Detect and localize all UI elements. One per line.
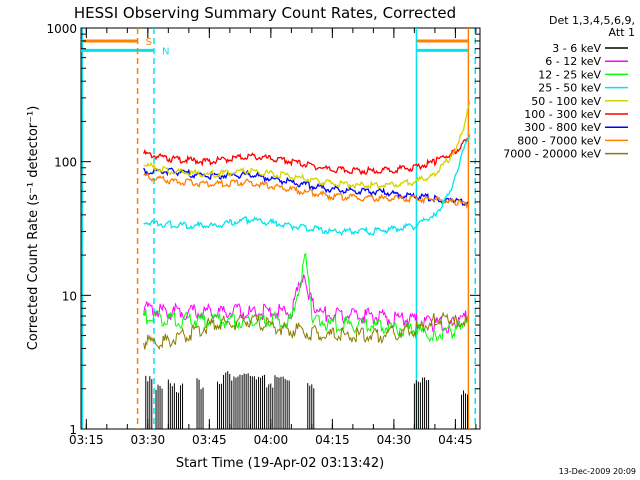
y-tick-label: 10 [62,289,77,303]
plot-area: SN 03:15 03:30 03:45 04:00 04:15 04:30 04:45 1 1… [46,22,481,447]
y-axis-label: Corrected Count Rate (s⁻¹ detector⁻¹) [26,106,41,351]
y-tick-label: 1000 [46,22,77,36]
x-tick-label: 04:30 [377,433,412,447]
legend-entry-800-7000-kev: 800 - 7000 keV [517,134,628,147]
series-line-800-7000-kev [143,172,469,210]
bursts-layer [145,371,469,429]
series-line-12-25-kev [143,252,469,343]
legend-header-line-1: Det 1,3,4,5,6,9, [549,14,635,27]
legend-entry-6-12-kev: 6 - 12 keV [545,55,628,68]
legend-label: 300 - 800 keV [524,121,601,134]
legend-label: 25 - 50 keV [538,82,601,95]
legend-entry-25-50-kev: 25 - 50 keV [538,82,628,95]
legend-entry-7000-20000-kev: 7000 - 20000 keV [503,148,628,161]
legend-entry-300-800-kev: 300 - 800 keV [524,121,628,134]
legend-label: 3 - 6 keV [552,42,601,55]
legend-label: 6 - 12 keV [545,55,601,68]
legend-label: 800 - 7000 keV [517,134,601,147]
series-line-6-12-kev [143,274,469,334]
flag-label-n: N [162,46,169,57]
x-tick-label: 04:00 [254,433,289,447]
series-line-300-800-kev [143,166,469,206]
legend-label: 7000 - 20000 keV [503,148,601,161]
axis-ticks-layer: 03:15 03:30 03:45 04:00 04:15 04:30 04:45 1 10 10… [46,22,480,447]
plot-frame [80,27,481,430]
x-tick-label: 04:15 [315,433,350,447]
legend-entry-3-6-kev: 3 - 6 keV [552,42,628,55]
series-line-25-50-kev [143,134,471,237]
legend-entry-12-25-kev: 12 - 25 keV [538,68,628,81]
footnote-date: 13-Dec-2009 20:09 [559,467,636,476]
x-tick-label: 04:45 [438,433,473,447]
chart-title: HESSI Observing Summary Count Rates, Cor… [74,4,456,22]
series-line-7000-20000-kev [143,311,468,351]
y-tick-label: 100 [54,156,77,170]
vertical-markers-layer [81,28,476,429]
x-axis-label: Start Time (19-Apr-02 03:13:42) [176,456,384,471]
legend-header-line-2: Att 1 [609,26,635,39]
flag-label-s: S [146,37,152,48]
legend-label: 50 - 100 keV [531,95,601,108]
legend-entry-50-100-kev: 50 - 100 keV [531,95,628,108]
x-tick-label: 03:15 [69,433,104,447]
y-tick-label: 1 [69,423,77,437]
legend-entry-100-300-kev: 100 - 300 keV [524,108,628,121]
series-line-50-100-kev [143,101,471,191]
x-tick-label: 03:30 [131,433,166,447]
series-line-100-300-kev [143,137,469,176]
x-tick-label: 03:45 [192,433,227,447]
legend-label: 12 - 25 keV [538,68,601,81]
series-layer [143,101,471,351]
flags-layer: SN [81,37,469,57]
legend-label: 100 - 300 keV [524,108,601,121]
